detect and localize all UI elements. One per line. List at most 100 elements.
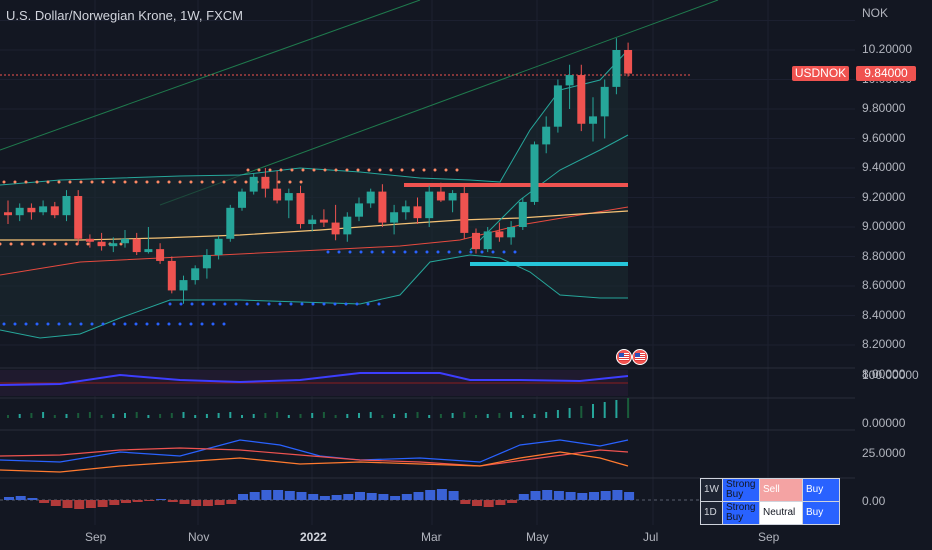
resistance-dots [145,180,149,184]
histogram-bar [287,415,290,418]
resistance-dots [112,180,116,184]
resistance-dots [433,168,437,172]
candle-body [179,280,188,291]
candle-body [355,203,363,217]
momentum-bar [226,500,237,504]
support-dots [348,250,352,254]
resistance-dots [211,180,215,184]
indicator-axis-label: 100.00000 [862,368,919,382]
resistance-dots [24,180,28,184]
price-axis-label: 8.00000 [862,366,906,381]
momentum-bar [355,492,365,500]
resistance-dots [288,180,292,184]
support-dots [46,322,50,326]
support-dots [491,250,495,254]
candle-body [366,191,375,204]
candle-body [448,193,457,201]
momentum-bar [62,500,73,508]
resistance-dots [13,180,17,184]
histogram-bar [334,415,337,418]
us-flag-event-icon[interactable] [616,349,632,365]
support-dots [344,302,348,306]
candle-body [273,188,282,201]
momentum-bar [565,492,576,500]
momentum-bar [261,490,272,500]
support-dots [90,322,94,326]
histogram-bar [451,413,454,418]
histogram-bar [217,413,220,418]
momentum-bar [249,492,260,500]
histogram-bar [521,415,524,418]
candle-body [612,50,621,87]
candle-body [507,227,516,238]
support-dots [2,322,6,326]
resistance-dots [290,168,294,172]
resistance-dots [123,180,127,184]
price-axis-label: 9.60000 [862,130,906,145]
candle-body [261,176,270,189]
candle-body [109,243,118,247]
time-axis-label: Nov [188,530,210,544]
momentum-bar [378,494,389,500]
histogram-bar [53,415,56,418]
candle-body [167,260,176,291]
momentum-bar [331,495,342,500]
time-axis-label: Jul [643,530,659,544]
resistance-dots [101,180,105,184]
support-dots [513,250,517,254]
last-price-tag: 9.84000 [856,66,916,81]
histogram-bar [627,398,630,418]
momentum-bar [202,500,213,506]
support-dots [359,250,363,254]
histogram-bar [545,412,548,418]
candle-body [74,196,83,239]
candle-body [589,116,597,124]
trendline [159,0,719,206]
support-dots [134,322,138,326]
chart-title: U.S. Dollar/Norwegian Krone, 1W, FXCM [6,8,243,23]
support-dots [79,322,83,326]
oscillator-line [0,372,629,386]
price-axis-label: 9.20000 [862,189,906,204]
resistance-dots [189,180,193,184]
momentum-bar [553,491,564,500]
candle-body [121,238,129,244]
support-dots [234,302,238,306]
histogram-bar [311,413,314,418]
histogram-bar [475,415,477,418]
candle-body [284,193,293,201]
support-dots [201,302,205,306]
candle-body [132,238,141,253]
us-flag-event-icon[interactable] [632,349,648,365]
support-dots [112,322,116,326]
momentum-bar [425,490,436,500]
histogram-bar [65,414,68,418]
price-axis-label: 8.20000 [862,337,906,351]
momentum-bar [296,492,307,500]
momentum-bar [214,500,225,505]
histogram-bar [276,412,279,418]
support-dots [414,250,418,254]
support-dots [425,250,429,254]
resistance-dots [46,180,50,184]
momentum-bar [97,500,108,507]
momentum-bar [495,500,506,505]
support-dots [381,250,385,254]
histogram-bar [159,414,162,418]
candle-body [378,191,387,223]
histogram-bar [147,415,150,418]
resistance-dots [389,168,393,172]
currency-label: NOK [862,6,889,20]
candle-body [518,201,527,227]
support-dots [337,250,341,254]
support-dots [289,302,293,306]
resistance-dots [268,168,272,172]
resistance-dots [178,180,182,184]
candle-body [4,212,12,216]
histogram-bar [346,414,349,418]
resistance-dots [411,168,415,172]
candle-body [577,75,586,124]
resistance-dots [68,180,72,184]
price-axis-label: 8.60000 [862,278,906,292]
